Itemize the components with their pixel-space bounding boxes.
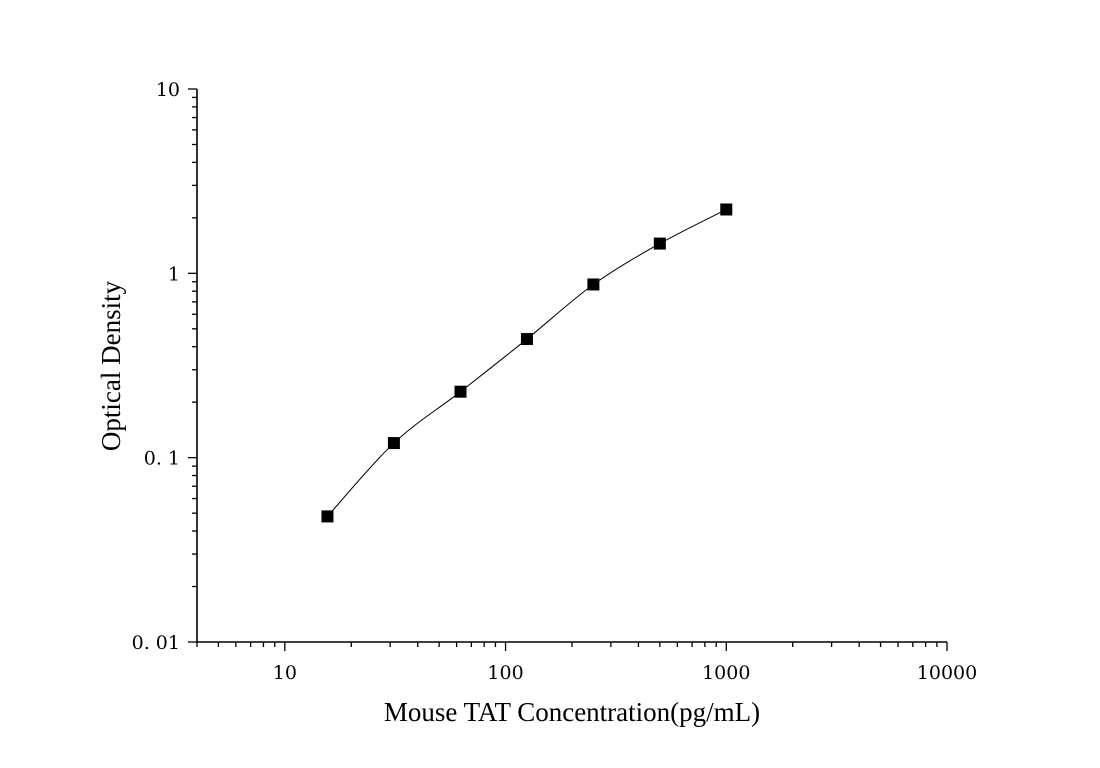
ticks: 10 100 1000 10000 0. 01 0. 1 1 10 [132, 79, 978, 684]
fitted-curve [327, 209, 727, 517]
y-tick-label: 10 [156, 79, 180, 101]
y-tick-label: 0. 1 [144, 448, 180, 470]
y-tick-label: 0. 01 [132, 632, 180, 654]
data-point-square [720, 203, 733, 216]
data-point-square [321, 510, 334, 523]
data-point-square [587, 278, 600, 291]
x-tick-label: 10 [273, 662, 297, 684]
y-tick-label: 1 [168, 263, 180, 285]
data-point-square [454, 385, 467, 398]
fit-curve-line [327, 209, 727, 517]
x-tick-label: 1000 [702, 662, 750, 684]
y-axis-title: Optical Density [96, 280, 126, 451]
data-point-square [653, 237, 666, 250]
x-axis-title: Mouse TAT Concentration(pg/mL) [384, 697, 760, 727]
x-tick-label: 10000 [917, 662, 977, 684]
axes [196, 89, 947, 643]
data-point-square [387, 437, 400, 450]
x-tick-label: 100 [487, 662, 523, 684]
data-markers [321, 203, 733, 523]
data-point-square [520, 333, 533, 346]
